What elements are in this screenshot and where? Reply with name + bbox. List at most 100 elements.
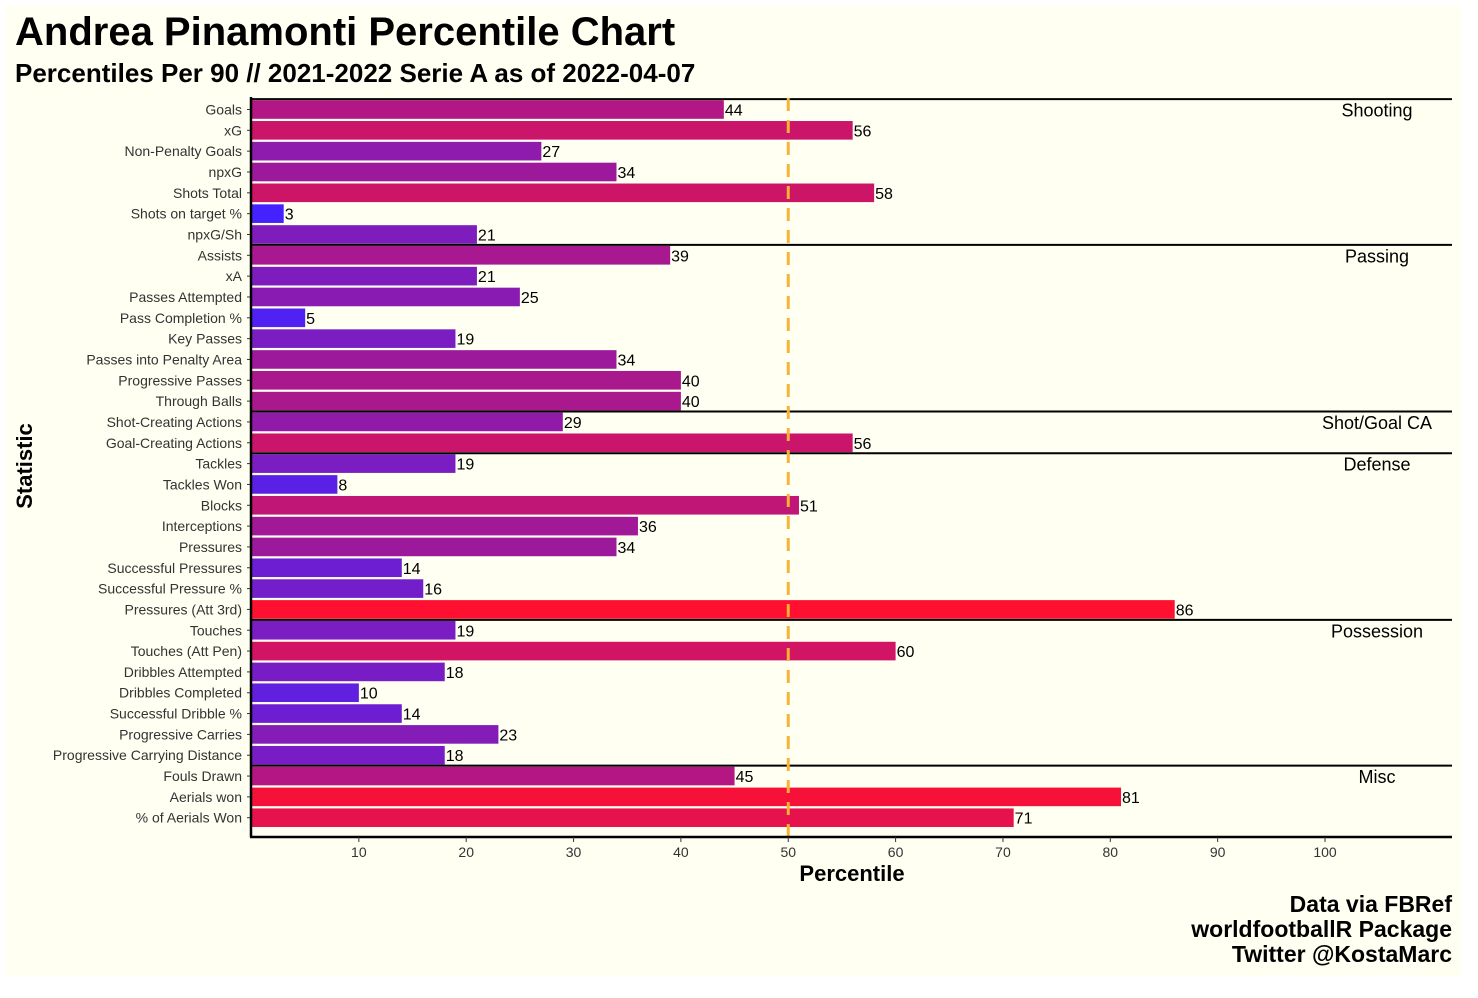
category-label: npxG/Sh [188,226,242,242]
bar [251,766,735,786]
x-tick-label: 60 [888,844,904,860]
bar [251,600,1175,619]
bar [251,683,359,703]
bar-value-label: 71 [1015,811,1033,828]
bar-value-label: 19 [456,623,474,640]
category-label: Interceptions [162,518,242,534]
bar-value-label: 27 [542,144,560,161]
bar-value-label: 60 [897,644,915,661]
caption-line-package: worldfootballR Package [1191,916,1452,942]
bar-value-label: 56 [854,436,872,453]
bar [251,495,799,515]
category-label: Touches [190,622,242,638]
category-label: Goal-Creating Actions [106,435,242,451]
bar-value-label: 19 [456,457,474,474]
x-tick-label: 90 [1210,844,1226,860]
x-axis-title: Percentile [799,861,904,886]
category-label: Passes into Penalty Area [86,351,242,367]
category-label: Fouls Drawn [163,768,242,784]
group-label: Defense [1343,455,1410,475]
bar-value-label: 34 [617,540,635,557]
bar [251,516,638,536]
x-tick-label: 10 [351,844,367,860]
bar [251,121,853,140]
bar-value-label: 29 [564,415,582,432]
category-label: Successful Dribble % [110,706,242,722]
bar [251,329,456,348]
bar [251,579,424,598]
bar-value-label: 21 [478,227,496,244]
bar [251,266,477,286]
category-label: Dribbles Completed [119,685,242,701]
caption-line-twitter: Twitter @KostaMarc [1231,941,1452,967]
bar-value-label: 40 [682,394,700,411]
bar [251,704,402,723]
bar-value-label: 86 [1176,602,1194,619]
group-label: Misc [1359,767,1396,787]
category-label: Shots on target % [131,206,242,222]
bar [251,370,681,390]
bar [251,475,338,494]
category-label: % of Aerials Won [136,810,242,826]
bar-value-label: 34 [617,352,635,369]
bar [251,433,853,453]
bar [251,620,456,640]
category-label: Successful Pressure % [98,581,242,597]
bar-value-label: 8 [338,477,347,494]
bar-value-label: 39 [671,248,689,265]
category-label: Tackles [195,456,242,472]
category-label: Tackles Won [163,476,242,492]
bar [251,745,445,765]
x-tick-label: 70 [995,844,1011,860]
bar-value-label: 10 [360,686,378,703]
bar [251,350,617,369]
bar [251,308,306,328]
bar-value-label: 5 [306,311,315,328]
category-label: npxG [209,164,242,180]
bar [251,725,499,744]
bar [251,287,520,307]
bar-value-label: 56 [854,123,872,140]
bar [251,537,617,557]
category-label: Progressive Carries [119,726,242,742]
category-label: Non-Penalty Goals [124,143,242,159]
y-axis-title: Statistic [12,423,37,509]
category-label: xA [226,268,243,284]
bar-value-label: 44 [725,103,743,120]
bar-value-label: 19 [456,332,474,349]
bar-value-label: 58 [875,186,893,203]
bar [251,787,1122,807]
bar-value-label: 36 [639,519,657,536]
category-label: Blocks [201,497,242,513]
x-tick-label: 40 [673,844,689,860]
category-label: Shots Total [173,185,242,201]
bar [251,412,563,432]
bar [251,225,477,244]
bar [251,204,284,223]
chart-caption: Data via FBRef worldfootballR Package Tw… [1191,892,1452,967]
x-tick-label: 100 [1313,844,1337,860]
category-label: Progressive Passes [118,372,242,388]
group-label: Shot/Goal CA [1322,413,1432,433]
bar-value-label: 16 [424,582,442,599]
caption-line-source: Data via FBRef [1289,891,1452,917]
bar-value-label: 81 [1122,790,1140,807]
bar-value-label: 14 [403,707,421,724]
bar-value-label: 25 [521,290,539,307]
bar [251,141,542,161]
category-label: Shot-Creating Actions [107,414,242,430]
x-tick-label: 20 [458,844,474,860]
bar [251,183,875,203]
bar [251,558,402,578]
bar [251,641,896,661]
group-label: Shooting [1341,101,1412,121]
group-label: Passing [1345,246,1409,266]
category-label: Dribbles Attempted [124,664,242,680]
bar [251,100,724,119]
category-label: Touches (Att Pen) [131,643,242,659]
category-label: Through Balls [156,393,242,409]
bar [251,662,445,682]
x-tick-label: 50 [780,844,796,860]
category-label: Successful Pressures [107,560,242,576]
